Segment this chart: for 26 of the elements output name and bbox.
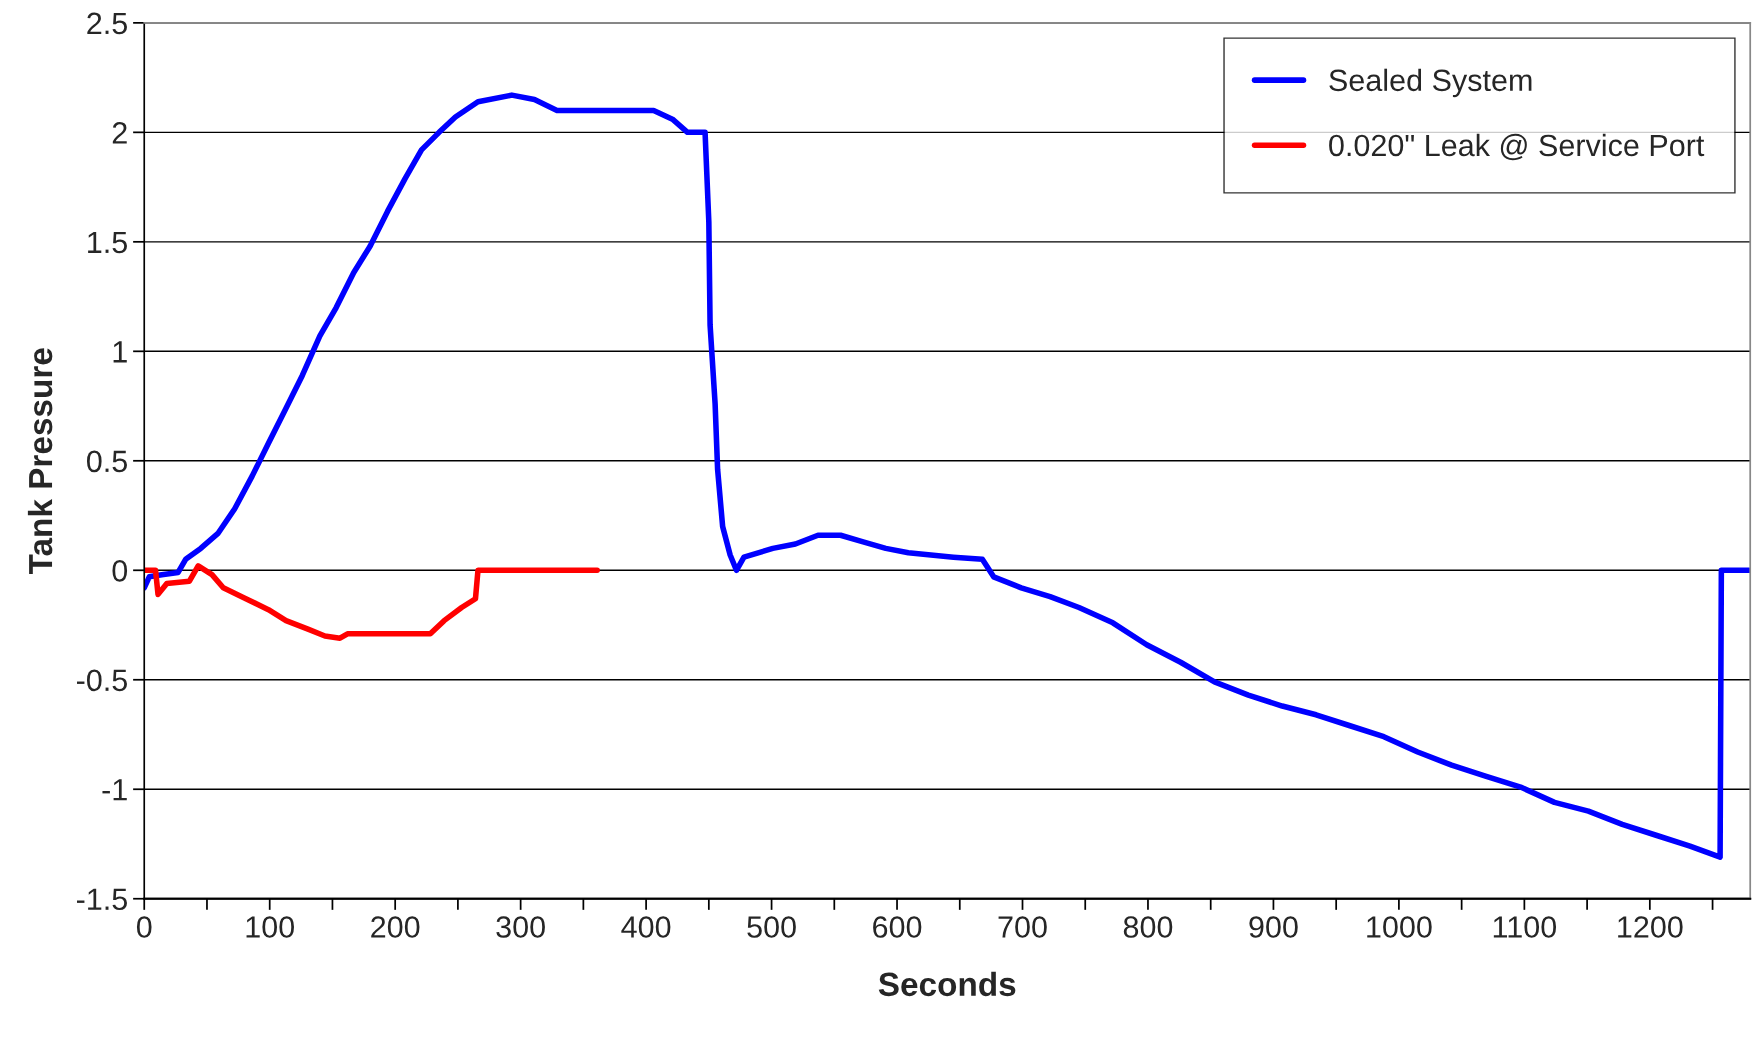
x-tick-label: 500 (747, 916, 796, 938)
x-axis-title: Seconds (878, 971, 1016, 997)
x-tick-label: 900 (1249, 916, 1298, 938)
x-tick-label: 1200 (1618, 916, 1683, 938)
x-tick-label: 600 (873, 916, 922, 938)
y-tick-label: 1 (113, 341, 127, 363)
x-tick-label: 200 (371, 916, 420, 938)
legend-label: 0.020" Leak @ Service Port (1329, 133, 1705, 161)
x-tick-label: 1000 (1367, 916, 1432, 938)
legend-label: Sealed System (1329, 68, 1532, 98)
x-tick-label: 700 (998, 916, 1047, 938)
y-tick-label: 1.5 (88, 231, 127, 254)
x-tick-label: 800 (1123, 916, 1173, 938)
y-tick-label: -1.5 (76, 888, 127, 911)
x-tick-label: 100 (246, 916, 294, 938)
y-tick-label: -0.5 (76, 669, 127, 692)
y-tick-label: 0.5 (86, 450, 127, 473)
x-tick-label: 300 (496, 916, 545, 938)
x-tick-label: 0 (136, 916, 152, 938)
y-axis-title: Tank Pressure (27, 348, 53, 575)
y-tick-label: -1 (102, 779, 127, 801)
y-tick-label: 2 (112, 122, 127, 144)
y-tick-label: 0 (112, 560, 128, 582)
y-tick-label: 2.5 (87, 12, 127, 35)
x-tick-label: 1100 (1493, 916, 1557, 938)
x-tick-label: 400 (621, 916, 671, 938)
